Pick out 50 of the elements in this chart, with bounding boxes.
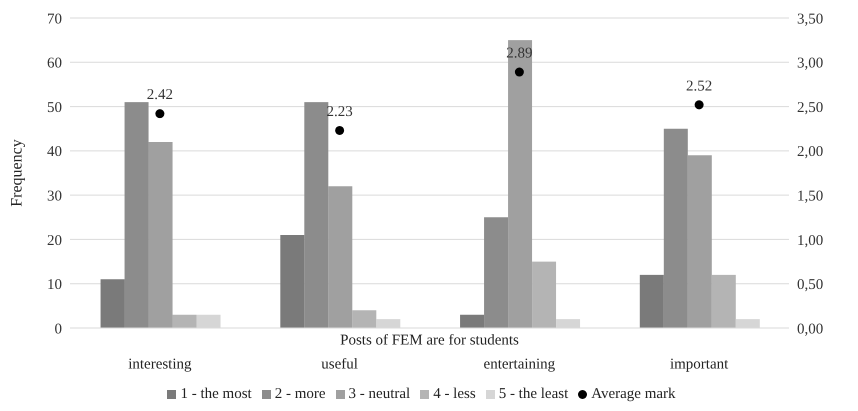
x-tick-label: entertaining bbox=[484, 356, 556, 373]
bar bbox=[664, 128, 688, 328]
x-tick-label: interesting bbox=[128, 356, 192, 373]
legend-label: 2 - more bbox=[274, 386, 326, 402]
bar bbox=[172, 314, 197, 328]
data-label: 2.52 bbox=[686, 78, 712, 94]
y2-tick-label: 3,00 bbox=[797, 56, 824, 72]
legend-label: 3 - neutral bbox=[348, 386, 410, 402]
bar bbox=[460, 314, 484, 328]
y2-tick-label: 1,50 bbox=[797, 188, 824, 204]
y-tick-label: 0 bbox=[54, 321, 62, 338]
bar bbox=[712, 274, 736, 328]
x-axis-title: Posts of FEM are for students bbox=[340, 332, 520, 349]
y-tick-label: 30 bbox=[47, 188, 62, 204]
point bbox=[335, 126, 344, 135]
bar bbox=[328, 186, 352, 328]
x-tick-label: important bbox=[670, 356, 730, 373]
point bbox=[514, 68, 524, 77]
y-tick-label: 50 bbox=[47, 100, 62, 116]
point bbox=[155, 109, 164, 118]
bar bbox=[484, 217, 508, 328]
point bbox=[694, 100, 704, 110]
bar bbox=[688, 155, 712, 328]
y2-tick-label: 3,50 bbox=[797, 11, 824, 28]
legend-label: 5 - the least bbox=[498, 386, 568, 402]
x-tick-label: useful bbox=[321, 356, 358, 373]
y2-tick-label: 0,00 bbox=[797, 321, 824, 338]
data-label: 2.42 bbox=[146, 87, 173, 104]
y-tick-label: 40 bbox=[47, 144, 62, 160]
legend-label: Average mark bbox=[591, 386, 676, 402]
legend-label: 4 - less bbox=[433, 386, 476, 402]
y-tick-label: 20 bbox=[47, 232, 62, 249]
y-tick-label: 60 bbox=[47, 56, 62, 72]
y-tick-label: 70 bbox=[47, 11, 62, 28]
bar bbox=[124, 102, 149, 328]
bar bbox=[304, 102, 328, 328]
bar bbox=[148, 142, 173, 328]
bar bbox=[640, 274, 664, 328]
bar bbox=[100, 279, 125, 328]
y-axis-title: Frequency bbox=[8, 139, 26, 207]
y-tick-label: 10 bbox=[47, 277, 62, 294]
bar bbox=[532, 262, 556, 328]
legend-label: 1 - the most bbox=[180, 386, 252, 402]
y2-tick-label: 2,00 bbox=[797, 144, 824, 160]
y2-tick-label: 0,50 bbox=[797, 277, 824, 294]
bar bbox=[508, 40, 532, 328]
y2-tick-label: 1,00 bbox=[797, 232, 824, 249]
bar bbox=[280, 235, 304, 328]
y2-tick-label: 2,50 bbox=[797, 100, 824, 116]
bar bbox=[352, 310, 376, 328]
